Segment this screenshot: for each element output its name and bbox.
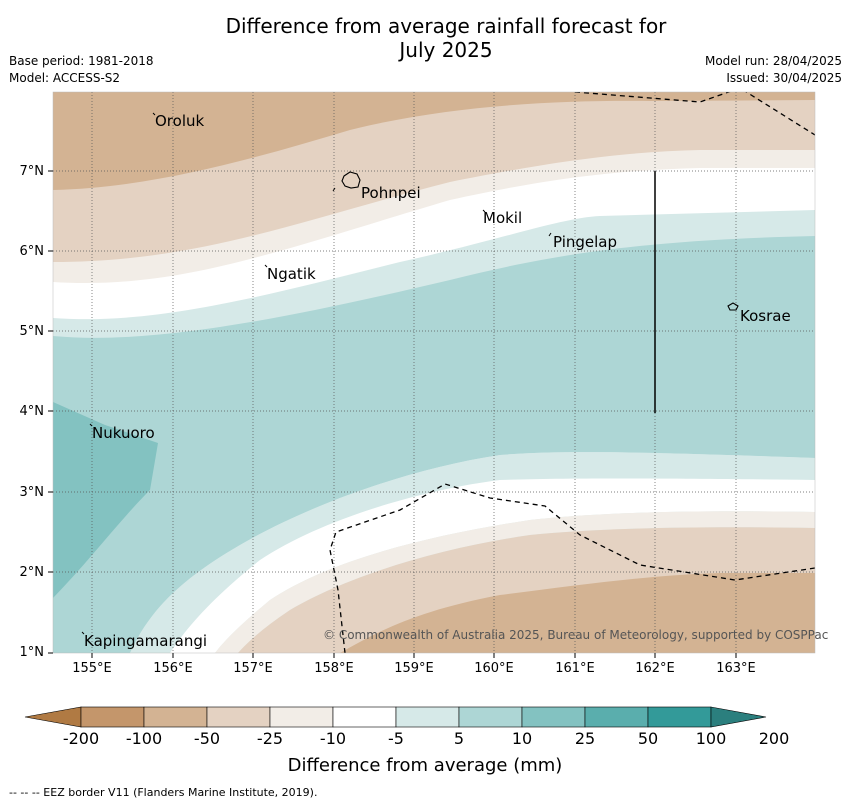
lon-label-158e: 158°E (314, 661, 354, 676)
map-contours (53, 92, 815, 653)
colorbar-cell (458, 706, 523, 728)
colorbar-label: Difference from average (mm) (287, 755, 563, 776)
eez-note: -- -- -- EEZ border V11 (Flanders Marine… (9, 786, 318, 799)
lon-label-159e: 159°E (394, 661, 434, 676)
colorbar-tick-label: -200 (62, 729, 100, 748)
colorbar-tick-label: 200 (758, 729, 790, 748)
lat-label-4n: 4°N (19, 404, 45, 419)
model-run: Model run: 28/04/2025 (704, 54, 842, 68)
label-ngatik: Ngatik (267, 265, 316, 283)
title-line-1: Difference from average rainfall forecas… (225, 14, 667, 38)
band-plus-5-south (130, 452, 815, 653)
colorbar-extend-low (24, 706, 82, 728)
colorbar-cell (332, 706, 397, 728)
colorbar-tick-label: 5 (453, 729, 465, 748)
axis-ticks (48, 170, 737, 658)
lat-label-1n: 1°N (19, 645, 45, 660)
label-mokil: Mokil (483, 209, 523, 227)
island-mark (332, 187, 336, 192)
label-kosrae: Kosrae (740, 307, 791, 325)
colorbar-extend-high (710, 706, 767, 728)
pohnpei-island (341, 171, 361, 189)
colorbar-cell (521, 706, 586, 728)
colorbar (24, 706, 767, 728)
colorbar-cell (269, 706, 334, 728)
colorbar-tick-label: -5 (388, 729, 404, 748)
colorbar-tick-label: -50 (193, 729, 221, 748)
band-minus-5-south (170, 478, 815, 653)
colorbar-cell (80, 706, 145, 728)
colorbar-tick-label: -10 (319, 729, 347, 748)
colorbar-tick-label: -100 (125, 729, 163, 748)
colorbar-tick-label: 100 (695, 729, 727, 748)
band-minus-10-south (215, 511, 815, 653)
lat-label-3n: 3°N (19, 485, 45, 500)
colorbar-tick-label: 25 (574, 729, 596, 748)
lon-label-162e: 162°E (635, 661, 675, 676)
lon-label-161e: 161°E (555, 661, 595, 676)
colorbar-cell (395, 706, 460, 728)
eez-border (329, 92, 815, 653)
colorbar-cell (206, 706, 271, 728)
colorbar-cell (647, 706, 712, 728)
kosrae-island (727, 302, 739, 311)
colorbar-tick-label: 10 (511, 729, 533, 748)
map-title: Difference from average rainfall forecas… (0, 14, 850, 62)
lat-label-7n: 7°N (19, 164, 45, 179)
issued-date: Issued: 30/04/2025 (726, 71, 842, 85)
copyright-notice: © Commonwealth of Australia 2025, Bureau… (323, 628, 829, 642)
colorbar-tick-label: -25 (256, 729, 284, 748)
colorbar-tick-label: 50 (637, 729, 659, 748)
meta-left: Base period: 1981-2018 Model: ACCESS-S2 (9, 53, 154, 87)
title-line-2: July 2025 (399, 38, 493, 62)
band-plus-25 (53, 402, 158, 598)
band-minus-50-south (340, 573, 815, 653)
lon-label-157e: 157°E (233, 661, 273, 676)
lon-label-160e: 160°E (474, 661, 514, 676)
island-ticks (81, 112, 552, 635)
label-nukuoro: Nukuoro (92, 424, 155, 442)
lon-label-163e: 163°E (716, 661, 756, 676)
map-frame (52, 91, 816, 654)
lat-label-5n: 5°N (19, 324, 45, 339)
base-period: Base period: 1981-2018 (9, 54, 154, 68)
colorbar-cells (24, 706, 767, 728)
band-plus-10 (53, 236, 815, 653)
lat-label-6n: 6°N (19, 244, 45, 259)
lon-label-156e: 156°E (153, 661, 193, 676)
label-oroluk: Oroluk (155, 112, 205, 130)
colorbar-cell (584, 706, 649, 728)
colorbar-cell (143, 706, 208, 728)
lat-label-2n: 2°N (19, 565, 45, 580)
label-kapingamarangi: Kapingamarangi (84, 632, 208, 650)
label-pohnpei: Pohnpei (361, 184, 421, 202)
lon-label-155e: 155°E (72, 661, 112, 676)
model-name: Model: ACCESS-S2 (9, 71, 121, 85)
meta-right: Model run: 28/04/2025 Issued: 30/04/2025 (705, 53, 842, 87)
label-pingelap: Pingelap (553, 233, 618, 251)
